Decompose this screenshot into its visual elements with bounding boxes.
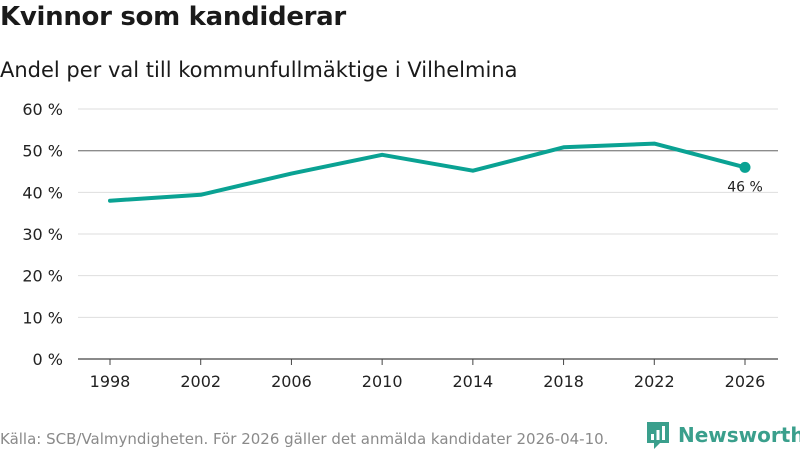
y-tick-label-10: 10 % — [22, 308, 63, 327]
x-tick-label-2006: 2006 — [271, 372, 312, 391]
data-label-2026: 46 % — [727, 179, 763, 195]
chart-subtitle: Andel per val till kommunfullmäktige i V… — [0, 58, 518, 82]
series-layer: 46 % — [108, 141, 763, 203]
y-axis: 0 % 10 % 20 % 30 % 40 % 50 % 60 % — [22, 100, 63, 369]
x-tick-label-2010: 2010 — [362, 372, 403, 391]
y-tick-label-60: 60 % — [22, 100, 63, 119]
chart-title: Kvinnor som kandiderar — [0, 2, 346, 32]
highlight-point-2026 — [739, 161, 751, 173]
x-tick-label-2018: 2018 — [543, 372, 584, 391]
newsworthy-logo-text: Newsworthy — [678, 423, 800, 447]
source-note: Källa: SCB/Valmyndigheten. För 2026 gäll… — [0, 430, 609, 448]
x-tick-label-2002: 2002 — [180, 372, 221, 391]
newsworthy-logo-icon — [647, 422, 669, 449]
y-tick-label-30: 30 % — [22, 225, 63, 244]
series-line — [108, 141, 747, 203]
x-tick-label-2026: 2026 — [725, 372, 766, 391]
y-tick-label-40: 40 % — [22, 183, 63, 202]
grid-lines — [78, 108, 778, 318]
y-tick-label-50: 50 % — [22, 142, 63, 161]
x-tick-label-2014: 2014 — [452, 372, 493, 391]
y-tick-label-20: 20 % — [22, 267, 63, 286]
line-chart: 0 % 10 % 20 % 30 % 40 % 50 % 60 % 1998 2002 2006… — [22, 100, 778, 391]
y-tick-label-0: 0 % — [33, 350, 63, 369]
newsworthy-logo: Newsworthy — [645, 420, 800, 450]
x-axis: 1998 2002 2006 2010 2014 2018 2022 2026 — [78, 358, 778, 391]
x-tick-label-2022: 2022 — [634, 372, 675, 391]
x-tick-label-1998: 1998 — [90, 372, 131, 391]
